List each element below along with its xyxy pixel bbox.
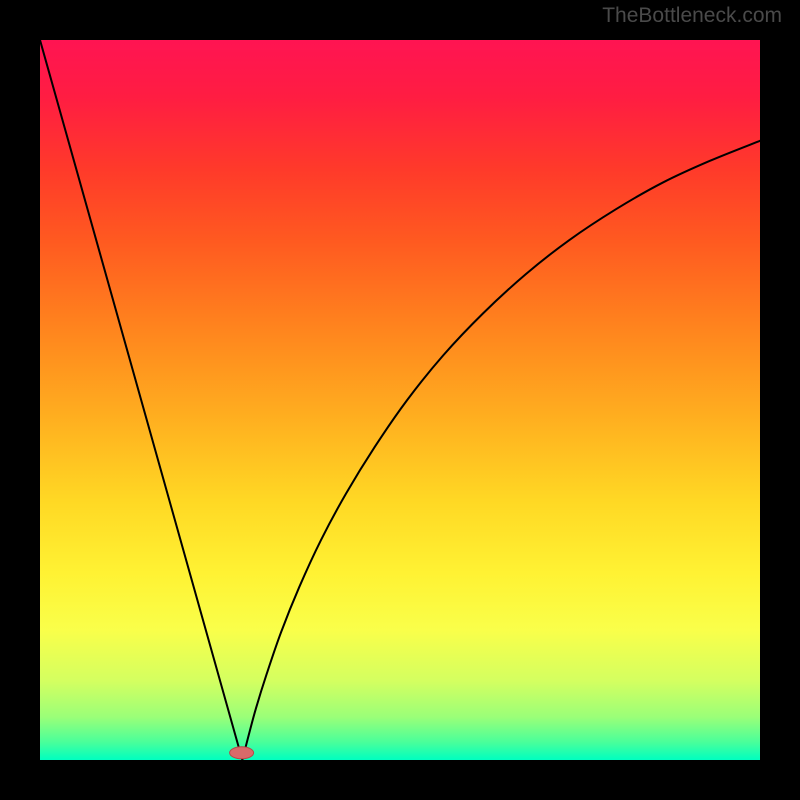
plot-area <box>40 40 760 760</box>
bottleneck-marker <box>230 747 254 759</box>
figure-container: TheBottleneck.com <box>0 0 800 800</box>
left-line <box>40 40 242 760</box>
right-curve <box>242 141 760 760</box>
attribution-label: TheBottleneck.com <box>602 4 782 28</box>
curves-overlay <box>40 40 760 760</box>
